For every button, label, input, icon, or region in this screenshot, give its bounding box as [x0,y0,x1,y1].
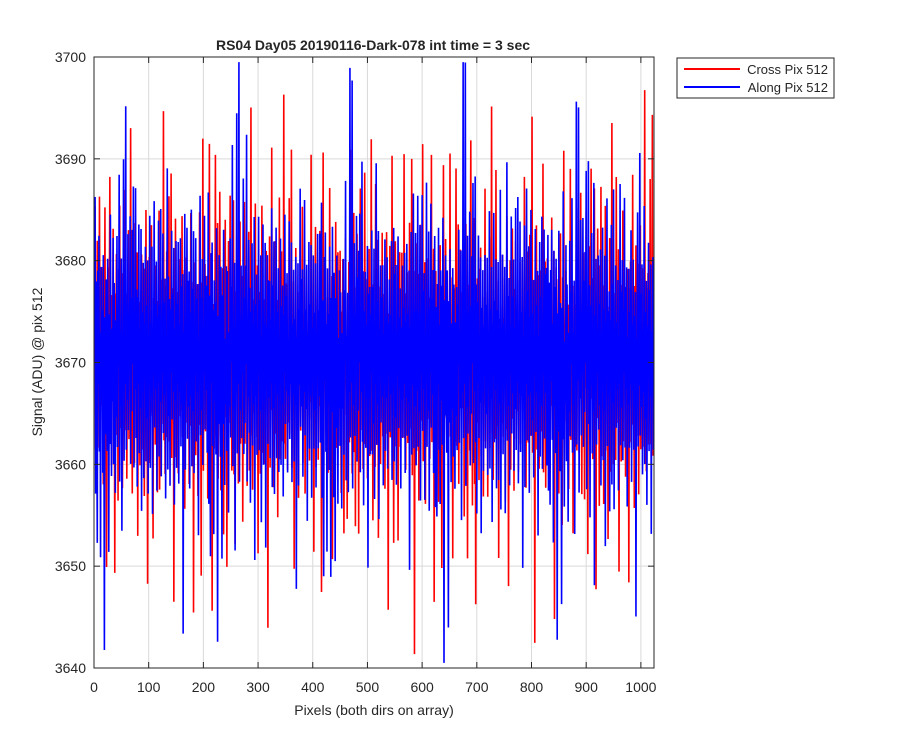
x-tick-label: 700 [465,679,489,695]
x-tick-label: 600 [410,679,434,695]
series-layer [94,62,654,663]
x-tick-label: 300 [246,679,270,695]
y-tick-label: 3660 [55,456,86,472]
x-axis-ticks: 0 100 200 300 400 500 600 700 800 900 1000 [90,57,657,695]
legend-label-cross: Cross Pix 512 [747,62,828,77]
x-tick-label: 200 [192,679,216,695]
x-tick-label: 800 [520,679,544,695]
x-tick-label: 0 [90,679,98,695]
y-tick-label: 3640 [55,660,86,676]
legend-box [676,57,835,99]
legend: Cross Pix 512 Along Pix 512 [676,57,835,99]
x-tick-label: 1000 [625,679,656,695]
x-tick-label: 100 [137,679,161,695]
y-tick-label: 3680 [55,253,86,269]
legend-label-along: Along Pix 512 [748,80,828,95]
chart-title: RS04 Day05 20190116-Dark-078 int time = … [216,37,530,53]
x-tick-label: 400 [301,679,325,695]
y-tick-label: 3700 [55,49,86,65]
x-tick-label: 500 [356,679,380,695]
y-axis-label: Signal (ADU) @ pix 512 [29,287,45,436]
x-tick-label: 900 [575,679,599,695]
y-axis-ticks: 3640 3650 3660 3670 3680 3690 3700 [55,49,654,676]
y-tick-label: 3670 [55,355,86,371]
x-axis-label: Pixels (both dirs on array) [294,702,454,718]
y-tick-label: 3690 [55,151,86,167]
series-line-1 [94,62,654,663]
y-tick-label: 3650 [55,558,86,574]
